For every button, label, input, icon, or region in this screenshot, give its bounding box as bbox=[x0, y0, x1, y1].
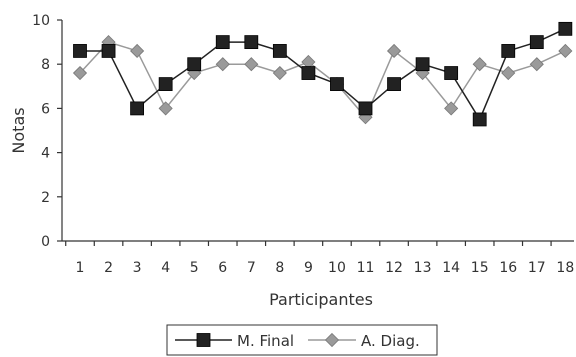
data-point bbox=[215, 57, 230, 72]
x-tick-label: 17 bbox=[528, 260, 546, 276]
data-point bbox=[444, 66, 459, 80]
legend-label: M. Final bbox=[237, 332, 294, 350]
data-point bbox=[415, 57, 430, 72]
data-point bbox=[272, 44, 287, 58]
legend: M. Final A. Diag. bbox=[166, 324, 438, 356]
series-m-final bbox=[73, 21, 573, 127]
x-tick-label: 2 bbox=[104, 260, 113, 276]
data-point bbox=[330, 77, 344, 91]
data-point bbox=[130, 101, 145, 116]
data-point bbox=[558, 43, 573, 59]
series-line bbox=[79, 41, 566, 119]
data-point bbox=[158, 77, 173, 91]
data-point bbox=[529, 35, 544, 49]
x-tick-label: 18 bbox=[556, 260, 574, 276]
data-point bbox=[272, 65, 287, 81]
series-layer bbox=[72, 21, 573, 127]
x-tick-label: 14 bbox=[442, 260, 460, 276]
x-tick-label: 8 bbox=[275, 260, 284, 276]
x-tick-label: 3 bbox=[133, 260, 142, 276]
data-point bbox=[472, 112, 487, 127]
data-point bbox=[529, 57, 544, 72]
data-point bbox=[444, 101, 459, 116]
data-point bbox=[158, 101, 173, 116]
y-tick-label: 4 bbox=[41, 146, 50, 162]
data-point bbox=[244, 35, 259, 49]
y-tick-label: 6 bbox=[41, 101, 50, 117]
legend-marker bbox=[196, 333, 211, 347]
x-axis-label: Participantes bbox=[269, 290, 373, 309]
data-point bbox=[472, 57, 487, 72]
data-point bbox=[387, 77, 401, 91]
x-tick-label: 7 bbox=[247, 260, 256, 276]
y-tick-label: 8 bbox=[41, 57, 50, 73]
data-point bbox=[73, 44, 87, 58]
data-point bbox=[215, 35, 230, 49]
data-point bbox=[386, 43, 402, 59]
y-axis-label: Notas bbox=[9, 107, 28, 153]
data-point bbox=[358, 101, 373, 116]
data-point bbox=[72, 65, 88, 81]
data-point bbox=[101, 44, 116, 58]
x-tick-label: 4 bbox=[161, 260, 170, 276]
data-point bbox=[187, 57, 202, 72]
series-a-diag bbox=[72, 35, 573, 125]
x-tick-label: 5 bbox=[190, 260, 199, 276]
legend-label: A. Diag. bbox=[361, 332, 420, 350]
x-tick-label: 6 bbox=[218, 260, 227, 276]
data-point bbox=[130, 43, 145, 59]
y-tick-label: 2 bbox=[41, 190, 50, 206]
x-tick-label: 9 bbox=[304, 260, 313, 276]
data-point bbox=[301, 66, 316, 80]
x-tick-label: 15 bbox=[471, 260, 489, 276]
x-tick-label: 10 bbox=[328, 260, 346, 276]
x-tick-label: 1 bbox=[76, 260, 85, 276]
y-tick-label: 10 bbox=[32, 13, 50, 29]
x-tick-label: 11 bbox=[357, 260, 375, 276]
series-line bbox=[80, 28, 566, 122]
x-tick-label: 12 bbox=[385, 260, 403, 276]
y-tick-label: 0 bbox=[41, 234, 50, 250]
data-point bbox=[558, 21, 573, 36]
legend-marker bbox=[324, 332, 340, 348]
data-point bbox=[501, 65, 516, 81]
data-point bbox=[244, 57, 259, 72]
x-tick-label: 16 bbox=[499, 260, 517, 276]
x-tick-label: 13 bbox=[414, 260, 432, 276]
data-point bbox=[501, 44, 516, 58]
